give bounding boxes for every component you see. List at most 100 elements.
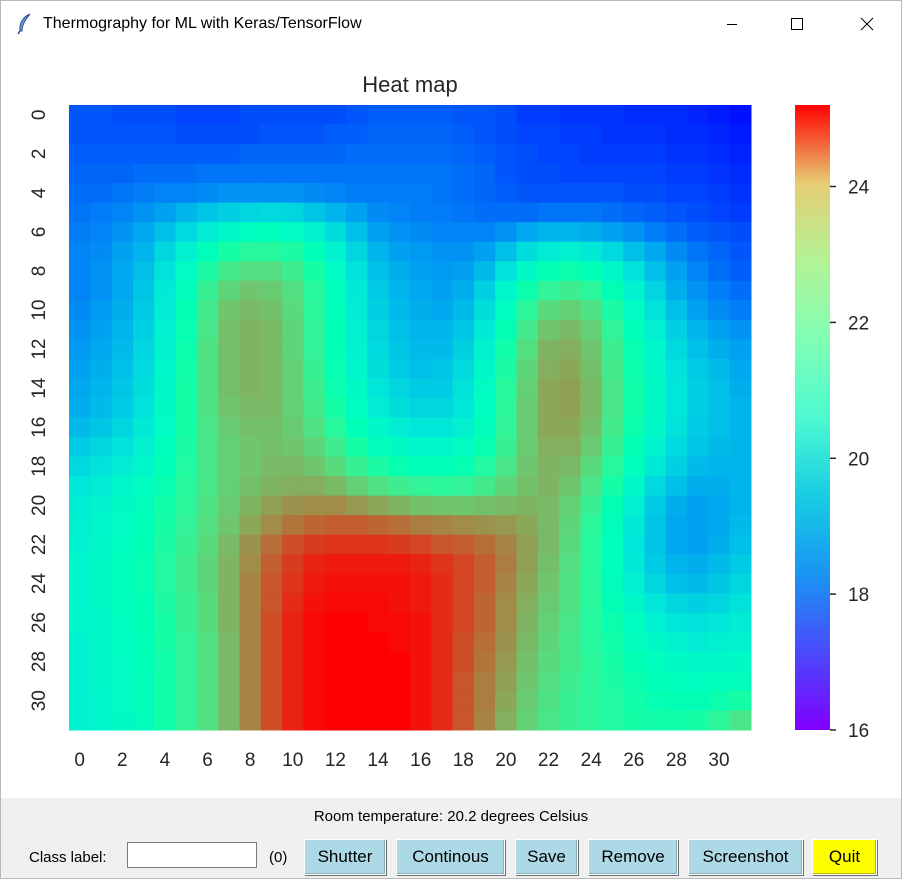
heatmap-cell — [601, 319, 624, 340]
heatmap-cell — [196, 124, 219, 145]
heatmap-cell — [69, 397, 91, 418]
colorbar — [795, 105, 830, 730]
heatmap-cell — [559, 690, 581, 711]
heatmap-cell — [196, 397, 219, 418]
heatmap-cell — [388, 319, 411, 340]
heatmap-cell — [196, 339, 219, 360]
heatmap-cell — [516, 612, 539, 633]
heatmap-cell — [388, 690, 411, 711]
heatmap-cell — [559, 573, 581, 594]
heatmap-cell — [473, 632, 496, 653]
continous-button[interactable]: Continous — [396, 839, 505, 875]
heatmap-cell — [367, 710, 390, 731]
close-button[interactable] — [844, 1, 890, 47]
heatmap-cell — [495, 378, 518, 399]
heatmap-cell — [452, 710, 475, 731]
shutter-button[interactable]: Shutter — [304, 839, 386, 875]
heatmap-cell — [687, 202, 709, 223]
heatmap-cell — [410, 163, 432, 184]
heatmap-cell — [516, 417, 539, 438]
heatmap-cell — [346, 671, 368, 692]
heatmap-cell — [644, 397, 667, 418]
heatmap-cell — [623, 417, 645, 438]
heatmap-cell — [282, 495, 304, 516]
heatmap-cell — [132, 339, 155, 360]
heatmap-cell — [132, 222, 155, 243]
class-label-input[interactable] — [127, 842, 257, 868]
heatmap-cell — [537, 300, 560, 321]
heatmap-cell — [90, 163, 113, 184]
heatmap-cell — [388, 417, 411, 438]
heatmap-cell — [708, 378, 731, 399]
heatmap-cell — [346, 554, 368, 575]
heatmap-cell — [388, 378, 411, 399]
heatmap-cell — [665, 300, 688, 321]
heatmap-cell — [154, 476, 177, 497]
heatmap-cell — [729, 456, 752, 477]
heatmap-cell — [708, 280, 731, 301]
heatmap-cell — [495, 319, 518, 340]
heatmap-cell — [282, 456, 304, 477]
heatmap-cell — [644, 202, 667, 223]
heatmap-cell — [303, 710, 326, 731]
heatmap-cell — [601, 358, 624, 379]
heatmap-cell — [90, 339, 113, 360]
heatmap-cell — [452, 437, 475, 458]
heatmap-cell — [644, 163, 667, 184]
heatmap-cell — [623, 651, 645, 672]
heatmap-cell — [175, 534, 198, 555]
heatmap-cell — [282, 437, 304, 458]
heatmap-cell — [346, 261, 368, 282]
heatmap-cell — [196, 222, 219, 243]
heatmap-cell — [473, 124, 496, 145]
heatmap-cell — [239, 163, 262, 184]
heatmap-cell — [665, 515, 688, 536]
minimize-button[interactable] — [709, 1, 755, 47]
heatmap-cell — [537, 261, 560, 282]
quit-button[interactable]: Quit — [812, 839, 877, 875]
heatmap-cell — [260, 593, 283, 614]
screenshot-button[interactable]: Screenshot — [688, 839, 803, 875]
heatmap-cell — [260, 495, 283, 516]
heatmap-cell — [69, 573, 91, 594]
heatmap-cell — [708, 437, 731, 458]
maximize-button[interactable] — [774, 1, 820, 47]
heatmap-cell — [729, 632, 752, 653]
heatmap-cell — [303, 339, 326, 360]
heatmap-cell — [132, 515, 155, 536]
heatmap-cell — [239, 358, 262, 379]
heatmap-cell — [687, 554, 709, 575]
heatmap-cell — [111, 437, 134, 458]
heatmap-cell — [260, 124, 283, 145]
heatmap-cell — [473, 710, 496, 731]
heatmap-cell — [580, 671, 603, 692]
heatmap-cell — [132, 612, 155, 633]
heatmap-cell — [218, 554, 240, 575]
heatmap-cell — [196, 593, 219, 614]
heatmap-cell — [69, 202, 91, 223]
heatmap-cell — [452, 651, 475, 672]
heatmap-cell — [665, 202, 688, 223]
heatmap-cell — [324, 280, 347, 301]
heatmap-cell — [601, 612, 624, 633]
class-label-text: Class label: — [29, 849, 107, 866]
heatmap-cell — [601, 417, 624, 438]
heatmap-cell — [239, 437, 262, 458]
heatmap-cell — [644, 671, 667, 692]
heatmap-cell — [623, 573, 645, 594]
title-bar[interactable]: Thermography for ML with Keras/TensorFlo… — [1, 1, 901, 47]
heatmap-cell — [346, 476, 368, 497]
heatmap-cell — [537, 124, 560, 145]
heatmap-cell — [559, 554, 581, 575]
heatmap-cell — [473, 280, 496, 301]
heatmap-cell — [452, 202, 475, 223]
heatmap-cell — [324, 358, 347, 379]
heatmap-cell — [580, 456, 603, 477]
save-button[interactable]: Save — [515, 839, 578, 875]
heatmap-cell — [559, 202, 581, 223]
heatmap-cell — [388, 456, 411, 477]
heatmap-cell — [580, 358, 603, 379]
heatmap-cell — [537, 554, 560, 575]
heatmap-cell — [239, 183, 262, 204]
remove-button[interactable]: Remove — [588, 839, 678, 875]
